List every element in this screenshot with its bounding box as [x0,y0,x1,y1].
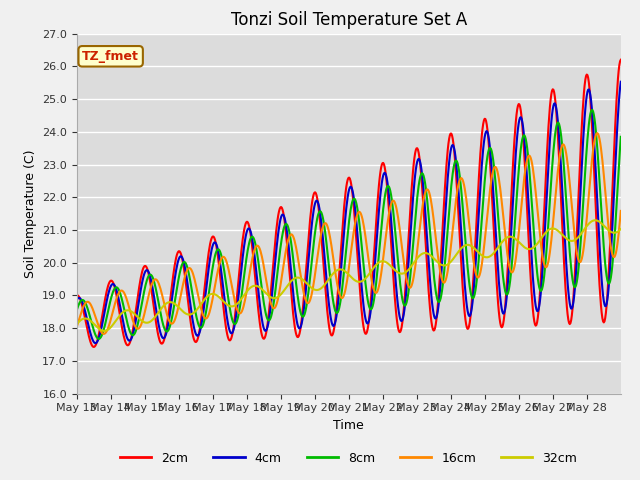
Line: 2cm: 2cm [77,60,621,347]
8cm [237,294,245,300]
4cm [92,340,99,346]
Line: 16cm: 16cm [77,133,621,334]
8cm [617,134,625,140]
32cm [138,318,145,324]
32cm [73,321,81,327]
16cm [593,130,601,136]
8cm [436,298,444,303]
16cm [73,324,81,330]
2cm [237,248,245,254]
Y-axis label: Soil Temperature (C): Soil Temperature (C) [24,149,36,278]
32cm [237,296,245,302]
2cm [90,344,98,350]
Legend: 2cm, 4cm, 8cm, 16cm, 32cm: 2cm, 4cm, 8cm, 16cm, 32cm [115,447,582,469]
X-axis label: Time: Time [333,419,364,432]
4cm [406,247,413,252]
Line: 32cm: 32cm [77,220,621,331]
32cm [591,217,599,223]
32cm [406,266,413,272]
4cm [617,79,625,84]
32cm [285,281,292,287]
16cm [617,208,625,214]
Title: Tonzi Soil Temperature Set A: Tonzi Soil Temperature Set A [230,11,467,29]
Line: 8cm: 8cm [77,110,621,339]
2cm [285,263,292,268]
2cm [138,272,145,278]
8cm [588,107,596,113]
2cm [73,292,81,298]
32cm [100,328,108,334]
16cm [237,310,245,315]
2cm [436,272,444,278]
8cm [73,307,81,313]
2cm [617,57,625,63]
32cm [264,293,272,299]
16cm [138,321,145,327]
16cm [264,289,272,295]
8cm [406,281,413,287]
8cm [285,227,292,233]
4cm [264,321,272,326]
4cm [436,288,444,294]
8cm [95,336,102,342]
4cm [237,267,245,273]
2cm [264,315,272,321]
16cm [406,285,413,290]
8cm [264,317,272,323]
8cm [138,303,145,309]
2cm [406,220,413,226]
Text: TZ_fmet: TZ_fmet [82,50,139,63]
Line: 4cm: 4cm [77,82,621,343]
16cm [285,235,292,240]
16cm [436,267,444,273]
32cm [617,226,625,232]
4cm [138,284,145,289]
4cm [73,297,81,303]
4cm [285,245,292,251]
16cm [100,331,108,337]
32cm [436,261,444,267]
